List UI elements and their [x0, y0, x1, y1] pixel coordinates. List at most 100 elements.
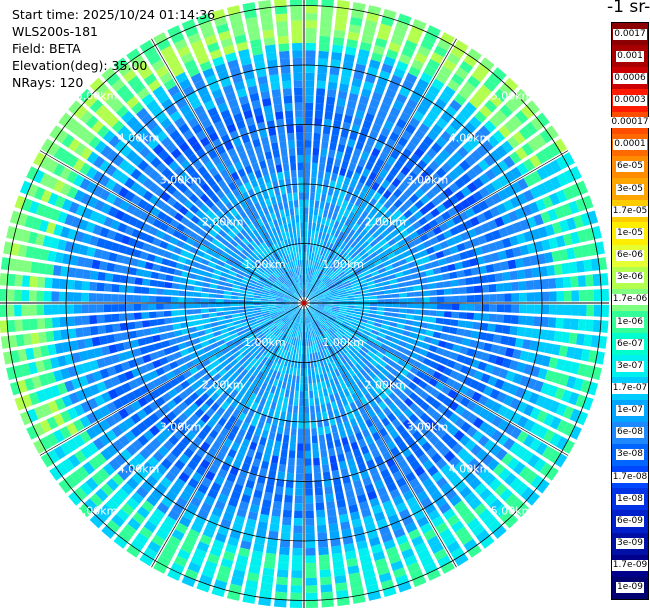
range-gate-cell	[46, 159, 59, 174]
range-gate-cell	[321, 365, 327, 374]
range-gate-cell	[478, 84, 492, 98]
range-gate-cell	[339, 294, 347, 298]
range-gate-cell	[332, 560, 345, 569]
range-gate-cell	[352, 383, 360, 392]
range-gate-cell	[464, 121, 477, 134]
range-ring-label: 2.00km	[202, 216, 244, 229]
range-gate-cell	[30, 332, 40, 345]
range-gate-cell	[239, 312, 247, 317]
range-gate-cell	[428, 316, 437, 323]
range-gate-cell	[238, 501, 249, 511]
range-gate-cell	[377, 225, 386, 234]
range-gate-cell	[378, 195, 388, 205]
range-gate-cell	[155, 396, 166, 407]
range-gate-cell	[106, 229, 117, 240]
range-gate-cell	[200, 392, 210, 402]
range-gate-cell	[169, 465, 181, 477]
range-gate-cell	[234, 34, 247, 45]
range-gate-cell	[319, 396, 325, 405]
range-gate-cell	[355, 415, 364, 425]
range-gate-cell	[138, 365, 148, 375]
range-gate-cell	[331, 401, 338, 410]
range-gate-cell	[413, 210, 424, 220]
colorbar-tick-label: 1e-05	[616, 227, 644, 239]
range-gate-cell	[378, 267, 387, 274]
range-gate-cell	[74, 364, 85, 376]
range-gate-cell	[461, 337, 471, 347]
colorbar-tick-label: 1.7e-05	[611, 205, 649, 217]
range-gate-cell	[275, 305, 284, 308]
range-gate-cell	[277, 249, 283, 258]
range-gate-cell	[398, 204, 408, 214]
range-gate-cell	[211, 238, 221, 247]
range-gate-cell	[214, 95, 226, 106]
range-gate-cell	[315, 502, 325, 511]
range-gate-cell	[362, 168, 371, 178]
range-gate-cell	[187, 117, 199, 128]
range-gate-cell	[298, 275, 301, 283]
range-gate-cell	[188, 326, 197, 333]
range-gate-cell	[284, 326, 290, 334]
range-gate-cell	[178, 141, 190, 153]
range-gate-cell	[337, 143, 346, 153]
range-gate-cell	[517, 415, 529, 428]
range-gate-cell	[492, 130, 506, 143]
range-gate-cell	[422, 459, 434, 471]
range-gate-cell	[388, 204, 398, 214]
range-gate-cell	[286, 254, 291, 263]
range-gate-cell	[333, 567, 346, 577]
range-gate-cell	[315, 494, 324, 503]
range-gate-cell	[487, 375, 498, 387]
range-gate-cell	[199, 244, 208, 253]
range-gate-cell	[142, 461, 154, 474]
range-gate-cell	[407, 303, 415, 309]
range-gate-cell	[443, 534, 457, 547]
range-gate-cell	[161, 167, 173, 179]
range-gate-cell	[317, 299, 325, 302]
range-gate-cell	[179, 78, 192, 90]
range-gate-cell	[161, 496, 174, 508]
range-gate-cell	[308, 338, 311, 347]
range-gate-cell	[81, 304, 89, 314]
range-gate-cell	[270, 196, 277, 205]
range-gate-cell	[443, 59, 457, 72]
range-gate-cell	[155, 482, 168, 495]
range-gate-cell	[136, 87, 150, 100]
range-gate-cell	[242, 63, 254, 73]
range-gate-cell	[66, 422, 78, 436]
range-gate-cell	[457, 278, 466, 286]
range-gate-cell	[469, 477, 482, 490]
range-gate-cell	[473, 130, 486, 143]
range-gate-cell	[315, 291, 323, 297]
range-gate-cell	[318, 317, 325, 323]
range-gate-cell	[523, 158, 535, 172]
range-gate-cell	[144, 151, 157, 163]
range-gate-cell	[329, 286, 337, 292]
range-gate-cell	[398, 53, 412, 65]
range-gate-cell	[266, 332, 274, 339]
range-gate-cell	[541, 239, 551, 251]
range-gate-cell	[315, 279, 321, 286]
range-gate-cell	[205, 209, 215, 219]
range-gate-cell	[151, 534, 165, 547]
range-gate-cell	[419, 183, 430, 194]
range-gate-cell	[200, 182, 211, 193]
colorbar-tick-label: 6e-07	[616, 338, 644, 350]
range-gate-cell	[514, 338, 524, 348]
range-gate-cell	[435, 136, 448, 148]
range-gate-cell	[124, 190, 136, 202]
range-gate-cell	[442, 199, 453, 210]
range-gate-cell	[389, 429, 399, 440]
range-gate-cell	[260, 337, 268, 344]
range-gate-cell	[345, 169, 354, 179]
range-gate-cell	[262, 314, 271, 319]
range-gate-cell	[459, 159, 471, 172]
range-gate-cell	[499, 488, 513, 502]
range-gate-cell	[425, 178, 436, 189]
range-gate-cell	[459, 434, 471, 447]
range-gate-cell	[535, 150, 548, 164]
range-gate-cell	[407, 261, 417, 269]
range-gate-cell	[322, 275, 328, 282]
range-gate-cell	[279, 50, 290, 59]
range-gate-cell	[304, 229, 308, 238]
